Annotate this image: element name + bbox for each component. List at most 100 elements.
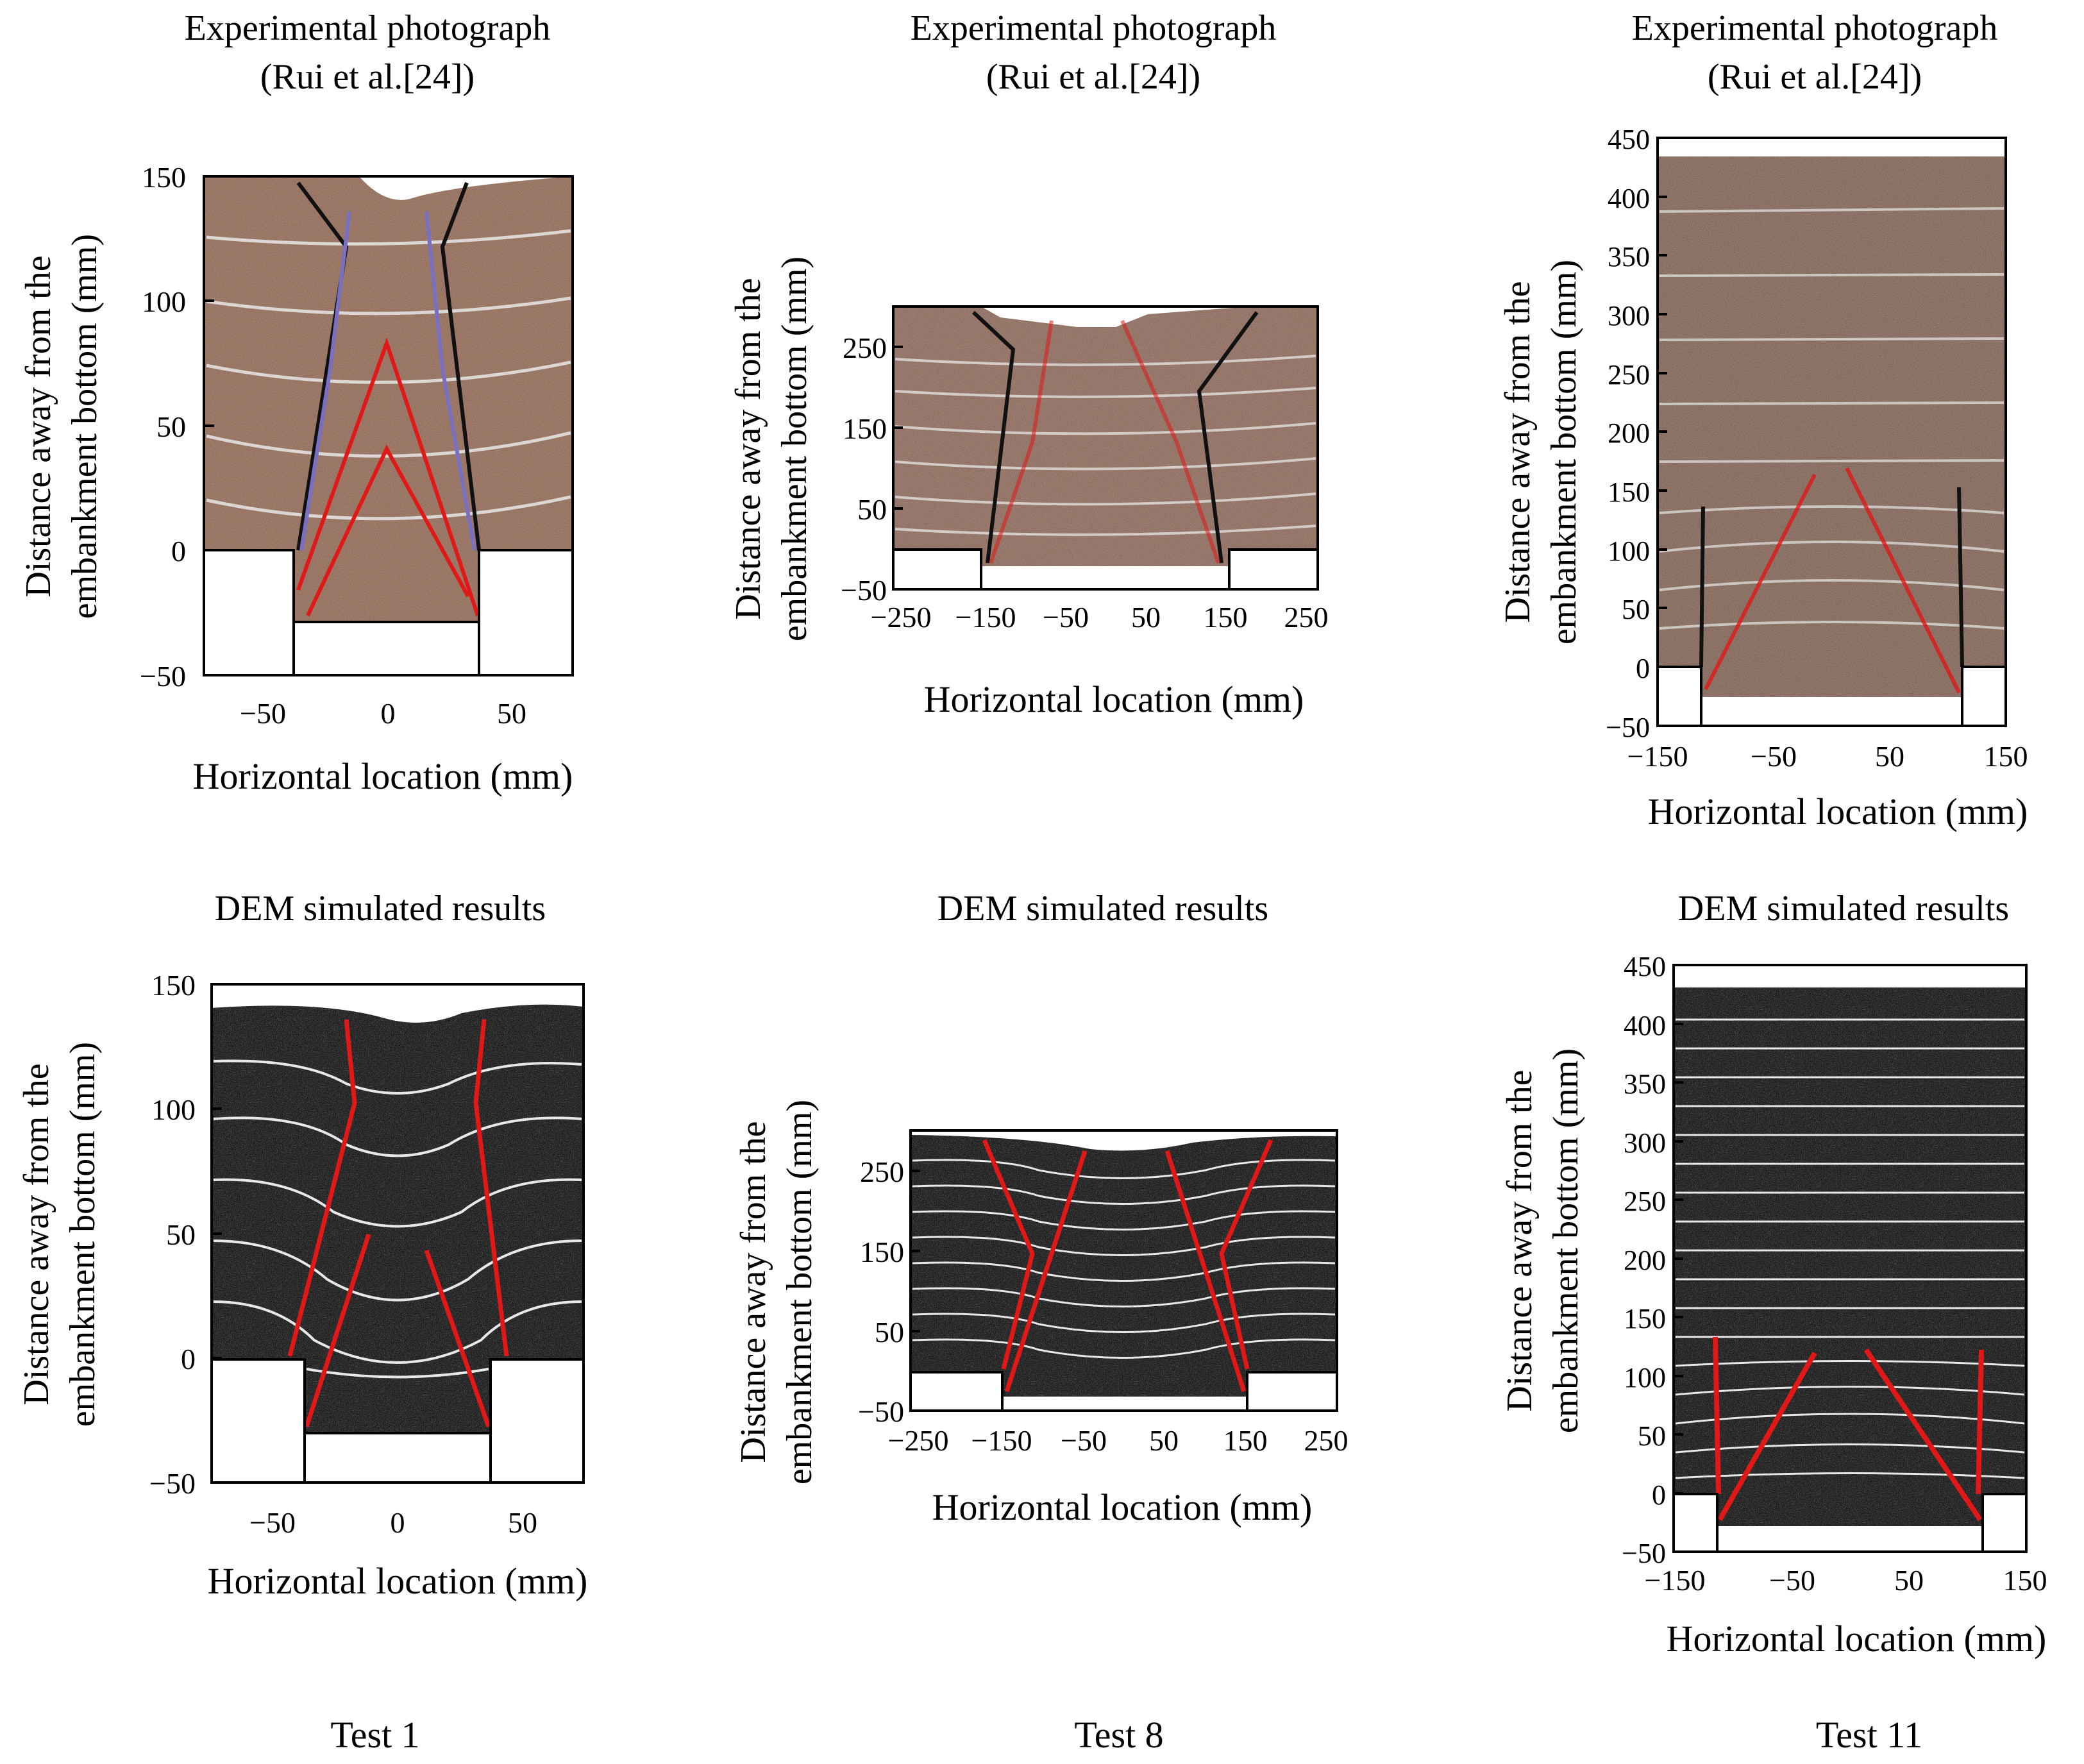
photo-citation: (Rui et al.[24]) [260, 57, 475, 97]
x-tick-label: −250 [871, 601, 932, 634]
x-tick-label: 150 [2003, 1564, 2047, 1597]
y-tick-label: 50 [166, 1218, 196, 1251]
x-tick-label: 250 [1284, 601, 1329, 634]
y-tick-label: −50 [1606, 712, 1650, 743]
x-tick-label: 0 [381, 697, 396, 730]
plot-frame [909, 1129, 1338, 1412]
x-axis-label: Horizontal location (mm) [1667, 1618, 2047, 1659]
y-axis-label: embankment bottom (mm) [780, 1100, 819, 1484]
dem-particles [1674, 987, 2026, 1526]
shear-bands [296, 181, 481, 617]
trapdoor-supports [1672, 1493, 2028, 1553]
y-tick-label: 100 [1608, 535, 1650, 567]
x-axis-label: Horizontal location (mm) [924, 678, 1304, 720]
y-tick-label: 450 [1608, 124, 1650, 155]
y-tick-label: 250 [1624, 1186, 1666, 1217]
photo-title: Experimental photograph [185, 8, 551, 48]
y-tick-label: 0 [1652, 1479, 1666, 1511]
y-tick-label: 350 [1624, 1068, 1666, 1100]
y-axis-label: Distance away from the [734, 1121, 773, 1463]
x-tick-label: 50 [1875, 740, 1904, 773]
shear-bands [971, 310, 1259, 564]
y-tick-label: 200 [1624, 1245, 1666, 1276]
y-tick-label: 400 [1608, 183, 1650, 214]
y-axis-label: Distance away from the [1500, 1070, 1540, 1411]
layer-lines [1659, 207, 2004, 630]
photo-citation: (Rui et al.[24]) [1708, 57, 1922, 97]
x-axis-label: Horizontal location (mm) [193, 755, 573, 797]
y-axis-label: embankment bottom (mm) [775, 256, 814, 641]
test-label: Test 11 [1816, 1714, 1922, 1756]
trapdoor-supports [210, 1358, 585, 1484]
y-tick-label: 0 [171, 535, 186, 567]
y-tick-label: −50 [140, 660, 186, 693]
x-tick-label: −150 [1645, 1564, 1706, 1597]
x-tick-label: −50 [249, 1506, 296, 1539]
dem-title: DEM simulated results [1678, 889, 2009, 928]
x-tick-label: −250 [888, 1424, 949, 1457]
shear-bands [1699, 467, 1964, 694]
x-tick-label: 50 [508, 1506, 537, 1539]
y-tick-label: 150 [1624, 1303, 1666, 1334]
y-tick-label: 450 [1624, 951, 1666, 982]
layer-lines [213, 1059, 582, 1379]
y-tick-label: 150 [142, 161, 186, 194]
photo-title: Experimental photograph [1632, 8, 1998, 48]
x-tick-label: −50 [240, 697, 286, 730]
y-tick-label: 150 [860, 1236, 904, 1268]
y-tick-label: 50 [857, 493, 887, 526]
panel-test11-dem: DEM simulated results [1500, 889, 2047, 1756]
x-tick-label: −150 [971, 1424, 1032, 1457]
trapdoor-supports [1656, 666, 2007, 727]
x-tick-label: −50 [1061, 1424, 1107, 1457]
photo-title: Experimental photograph [911, 8, 1277, 48]
panel-test1-dem: DEM simulated results [17, 889, 587, 1756]
layer-lines [912, 1159, 1336, 1359]
trapdoor-supports [892, 548, 1319, 591]
x-axis-label: Horizontal location (mm) [1648, 791, 2028, 832]
dem-title: DEM simulated results [215, 889, 546, 928]
panel-test1-photo: Experimental photograph (Rui et al.[24]) [19, 8, 574, 797]
dem-particles [911, 1135, 1337, 1397]
y-tick-label: 300 [1608, 300, 1650, 332]
y-tick-label: 150 [151, 969, 196, 1002]
x-axis-label: Horizontal location (mm) [208, 1560, 588, 1602]
panel-test11-photo: Experimental photograph (Rui et al.[24]) [1498, 8, 2028, 832]
layer-lines [1675, 1018, 2025, 1479]
x-axis-label: Horizontal location (mm) [932, 1486, 1313, 1528]
y-tick-label: 300 [1624, 1127, 1666, 1159]
y-tick-label: 250 [860, 1155, 904, 1188]
dem-title: DEM simulated results [937, 889, 1268, 928]
y-tick-label: 200 [1608, 417, 1650, 449]
panel-test8-dem: DEM simulated results [734, 889, 1349, 1756]
y-tick-label: 0 [181, 1343, 196, 1375]
soil-photo [1658, 156, 2006, 697]
y-tick-label: −50 [858, 1395, 904, 1428]
y-axis-ticks [1658, 137, 1667, 727]
shear-bands [1713, 1336, 1984, 1522]
y-axis-label: embankment bottom (mm) [63, 1042, 103, 1427]
y-axis-ticks [911, 1170, 920, 1412]
x-tick-label: −50 [1769, 1564, 1815, 1597]
y-axis-label: Distance away from the [17, 1063, 56, 1405]
x-tick-label: 50 [1131, 601, 1161, 634]
y-tick-label: 50 [875, 1316, 904, 1348]
x-tick-label: −50 [1043, 601, 1089, 634]
y-axis-ticks [204, 175, 214, 676]
dem-particles [212, 1004, 584, 1433]
y-axis-ticks [1674, 964, 1683, 1553]
x-tick-label: 50 [1894, 1564, 1924, 1597]
shear-bands [287, 1019, 509, 1428]
y-axis-ticks [212, 983, 222, 1484]
y-tick-label: 150 [843, 412, 887, 445]
trapdoor-supports [909, 1371, 1338, 1412]
plot-frame [892, 305, 1319, 591]
y-axis-label: Distance away from the [728, 278, 768, 619]
panel-test8-photo: Experimental photograph (Rui et al.[24]) [728, 8, 1329, 720]
x-tick-label: −150 [955, 601, 1016, 634]
y-tick-label: 100 [1624, 1362, 1666, 1393]
x-tick-label: 250 [1304, 1424, 1349, 1457]
y-tick-label: 350 [1608, 241, 1650, 273]
photo-citation: (Rui et al.[24]) [986, 57, 1200, 97]
x-tick-label: 0 [391, 1506, 405, 1539]
